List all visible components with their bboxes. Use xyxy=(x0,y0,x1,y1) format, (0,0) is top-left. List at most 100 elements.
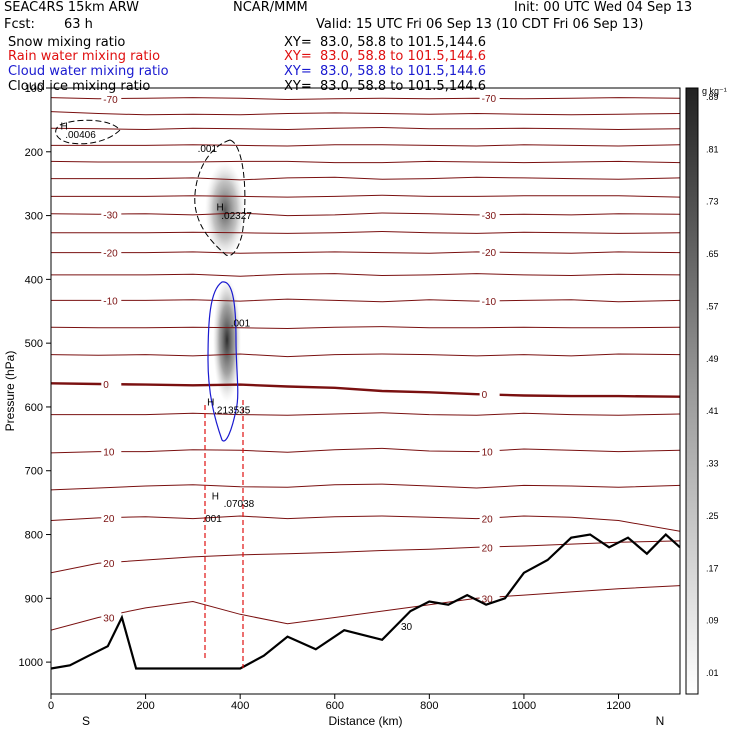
field-cloudice-xy: XY= 83.0, 58.8 to 101.5,144.6 xyxy=(284,79,487,94)
x-tick-label: 0 xyxy=(48,700,54,712)
temperature-contour xyxy=(51,144,680,147)
temperature-contour xyxy=(51,326,680,330)
y-tick-label: 600 xyxy=(25,402,43,414)
field-annotation: H xyxy=(212,491,219,502)
field-annotation: .02327 xyxy=(221,211,252,222)
colorbar-label: .01 xyxy=(706,668,719,678)
field-annotation: .001 xyxy=(202,514,222,525)
contour-label-bg xyxy=(479,208,500,221)
colorbar-label: .41 xyxy=(706,406,719,416)
colorbar-label: .09 xyxy=(706,616,719,626)
colorbar-label: .49 xyxy=(706,354,719,364)
field-cloudwater-name: Cloud water mixing ratio xyxy=(8,64,169,79)
temperature-contour xyxy=(51,412,680,416)
x-tick-label: 1200 xyxy=(606,700,630,712)
colorbar-label: .17 xyxy=(706,563,719,573)
cloudwater-contour xyxy=(207,281,239,442)
contour-label: 20 xyxy=(103,559,115,570)
contour-label-bg xyxy=(479,245,500,258)
colorbar-label: .65 xyxy=(706,249,719,259)
header: SEAC4RS 15km ARW NCAR/MMM Init: 00 UTC W… xyxy=(0,0,740,100)
contour-label: -70 xyxy=(482,94,497,105)
contour-label-bg xyxy=(479,388,500,401)
y-tick-label: 500 xyxy=(25,338,43,350)
x-tick-label: 400 xyxy=(231,700,249,712)
field-annotation: .001 xyxy=(198,144,218,155)
y-tick-label: 300 xyxy=(25,211,43,223)
field-annotation: .213535 xyxy=(214,405,251,416)
temperature-contour xyxy=(51,382,680,398)
y-tick-label: 200 xyxy=(25,147,43,159)
field-annotation: .001 xyxy=(231,319,251,330)
colorbar-label: .25 xyxy=(706,511,719,521)
cloudice-contour-small xyxy=(55,119,121,145)
contour-label-bg xyxy=(479,541,500,554)
contour-label: -10 xyxy=(103,296,118,307)
contour-label: 10 xyxy=(103,448,115,459)
colorbar-label: .57 xyxy=(706,301,719,311)
endpoint-right: N xyxy=(656,714,665,728)
temperature-contour xyxy=(51,447,680,454)
temperature-contour xyxy=(51,585,680,631)
model-title: SEAC4RS 15km ARW xyxy=(4,0,140,15)
y-tick-label: 700 xyxy=(25,466,43,478)
contour-label: -10 xyxy=(482,297,497,308)
field-annotation: 30 xyxy=(401,622,413,633)
contour-label: -20 xyxy=(482,248,497,259)
temperature-contour xyxy=(51,126,680,131)
x-tick-label: 800 xyxy=(420,700,438,712)
temperature-contour xyxy=(51,160,680,164)
contour-label: -30 xyxy=(103,210,118,221)
init-time: Init: 00 UTC Wed 04 Sep 13 xyxy=(514,0,693,15)
y-tick-label: 100 xyxy=(25,83,43,95)
field-annotation: .00406 xyxy=(65,130,96,141)
y-tick-label: 400 xyxy=(25,274,43,286)
plot-frame xyxy=(50,87,681,695)
contour-label-bg xyxy=(479,512,500,525)
contour-label: 10 xyxy=(482,448,494,459)
temperature-contour xyxy=(51,194,680,198)
contour-label-bg xyxy=(101,511,122,524)
contour-label: 30 xyxy=(482,594,494,605)
colorbar xyxy=(685,87,699,695)
endpoint-left: S xyxy=(82,714,90,728)
cloudice-contour xyxy=(194,139,246,257)
contour-label-bg xyxy=(101,377,122,390)
fcst-label: Fcst: xyxy=(4,17,35,32)
snow-shading xyxy=(205,162,245,258)
fcst-value: 63 h xyxy=(64,17,93,32)
temperature-contour xyxy=(51,515,680,532)
field-rain-name: Rain water mixing ratio xyxy=(8,49,161,64)
field-annotation: H xyxy=(60,121,67,132)
field-annotation: H xyxy=(207,398,214,409)
y-tick-label: 1000 xyxy=(19,657,43,669)
contour-label-bg xyxy=(479,295,500,308)
contour-label-bg xyxy=(479,92,500,105)
y-tick-label: 800 xyxy=(25,530,43,542)
contour-label: -30 xyxy=(482,211,497,222)
temperature-contour xyxy=(51,97,680,101)
contour-label-bg xyxy=(479,445,500,458)
cloud-shading xyxy=(213,278,241,402)
contour-label: 0 xyxy=(103,380,109,391)
colorbar-label: .89 xyxy=(706,92,719,102)
contour-label: 0 xyxy=(482,390,488,401)
temperature-contour xyxy=(51,273,680,277)
contour-label-bg xyxy=(101,445,122,458)
temperature-contour xyxy=(51,353,680,358)
contour-label-bg xyxy=(101,92,122,105)
field-rain-xy: XY= 83.0, 58.8 to 101.5,144.6 xyxy=(284,49,487,64)
y-axis-label: Pressure (hPa) xyxy=(3,351,17,432)
temperature-contour xyxy=(51,212,680,217)
temperature-contour xyxy=(51,540,680,574)
temperature-contour xyxy=(51,111,680,116)
contour-label: -70 xyxy=(103,95,118,106)
field-snow-name: Snow mixing ratio xyxy=(8,35,126,50)
x-axis-label: Distance (km) xyxy=(328,714,402,728)
colorbar-unit: g kg⁻¹ xyxy=(702,86,727,96)
center-title: NCAR/MMM xyxy=(233,0,308,15)
temperature-contour xyxy=(51,176,680,181)
contour-label-bg xyxy=(101,611,122,624)
contour-label: -20 xyxy=(103,249,118,260)
valid-time: Valid: 15 UTC Fri 06 Sep 13 (10 CDT Fri … xyxy=(316,17,644,32)
